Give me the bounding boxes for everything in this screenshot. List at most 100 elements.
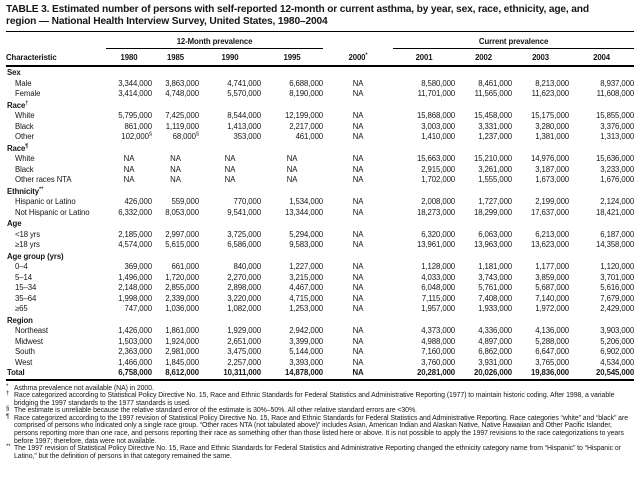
cell-value: 15,175,000 [531,111,570,120]
row-spacer [106,143,634,155]
cell-value: 3,393,000 [289,357,324,367]
row-label: <18 yrs [15,229,41,239]
row-label: Other [15,132,34,141]
year-header: 2004 [569,48,635,67]
footnote-text: Race categorized according to Statistica… [14,392,615,407]
cell-value: 770,000 [233,197,262,206]
cell-value: NA [123,175,135,184]
footnote-marker: § [195,131,199,138]
cell-value: 3,003,000 [421,121,456,131]
row-label: West [15,357,33,367]
row-label: ≥18 yrs [15,240,40,249]
footnote: ** The 1997 revision of Statistical Polic… [6,444,634,460]
cell-value: NA [352,89,364,98]
year-header: 1980 [106,48,152,67]
cell-value: 3,376,000 [600,121,635,131]
cell-value: 14,358,000 [596,240,635,249]
footnote: * Asthma prevalence not available (NA) in… [6,383,634,393]
cell-value: 1,381,000 [535,132,570,141]
row-label: 5–14 [15,272,32,282]
cell-value: 8,580,000 [421,78,456,88]
cell-value: 461,000 [295,132,324,141]
footnote-marker: ** [6,444,11,451]
cell-value: NA [352,197,364,206]
cell-value: 4,373,000 [421,326,456,335]
table-row: Total 6,758,000 8,612,000 10,311,000 14,878,… [6,368,634,380]
cell-value: 1,253,000 [289,304,324,313]
table-row: <18 yrs 2,185,000 2,997,000 3,725,000 5,294,… [6,230,634,241]
cell-value: 68,000§ [172,131,199,141]
cell-value: 1,128,000 [421,262,456,271]
footnote-text: Race categorized according to the 1997 r… [14,414,628,445]
cell-value: 1,845,000 [165,357,199,367]
year-header: 2001 [393,48,456,67]
cell-value: 7,115,000 [421,293,456,303]
cell-value: 7,425,000 [165,111,199,120]
cell-value: 3,859,000 [535,272,570,282]
table-title-line-2: region — National Health Interview Surve… [6,16,328,27]
table-row: Not Hispanic or Latino 6,332,000 8,053,000… [6,208,634,219]
characteristic-header: Characteristic [6,48,106,67]
footnote-marker: ** [39,185,44,192]
footnote-marker: § [6,406,10,413]
cell-value: NA [286,164,298,174]
table-row: White 5,795,000 7,425,000 8,544,000 12,199,0… [6,111,634,122]
cell-value: 6,902,000 [600,347,635,356]
cell-value: 11,565,000 [474,89,513,98]
cell-value: 4,574,000 [118,240,152,249]
row-label: Male [15,78,32,88]
cell-value: 8,937,000 [600,78,635,88]
cell-value: 861,000 [124,121,153,131]
table-row: West 1,466,000 1,845,000 2,257,000 3,393,000… [6,358,634,369]
cell-value: 2,199,000 [535,197,570,206]
asthma-prevalence-table: 12-Month prevalence Current prevalence C… [6,31,634,381]
cell-value: 3,215,000 [289,272,324,282]
cell-value: 17,637,000 [531,207,570,217]
cell-value: 10,311,000 [223,368,261,377]
cell-value: 3,903,000 [600,326,635,335]
cell-value: 2,855,000 [165,283,199,292]
table-row: White NA NA NA NA NA 15,663,000 15,210,000 14,97… [6,154,634,165]
cell-value: 6,758,000 [118,368,152,377]
table-row: South 2,363,000 2,981,000 3,475,000 5,144,00… [6,347,634,358]
footnote-text: The 1997 revision of Statistical Policy … [14,445,621,460]
cell-value: 11,608,000 [596,89,635,98]
cell-value: 6,213,000 [535,229,570,239]
cell-value: 1,555,000 [478,175,513,184]
cell-value: 6,063,000 [478,229,513,239]
footnote-marker: ¶ [25,142,29,149]
cell-value: 1,466,000 [118,357,152,367]
cell-value: 3,344,000 [118,78,152,88]
cell-value: 2,270,000 [227,272,261,282]
group-header-12month: 12-Month prevalence [106,31,324,49]
cell-value: 3,233,000 [600,164,635,174]
cell-value: 3,187,000 [535,164,570,174]
footnote-marker: * [6,383,9,390]
cell-value: 5,206,000 [600,336,635,346]
cell-value: 7,140,000 [535,293,570,303]
cell-value: 1,410,000 [421,132,456,141]
cell-value: 8,053,000 [165,207,199,217]
cell-value: NA [170,154,181,163]
cell-value: NA [286,175,298,184]
cell-value: 1,957,000 [421,304,456,313]
cell-value: NA [352,164,364,174]
cell-value: 2,942,000 [289,326,324,335]
year-header: 2003 [512,48,570,67]
cell-value: 1,998,000 [118,293,152,303]
cell-value: 4,897,000 [478,336,513,346]
cell-value: 4,467,000 [289,283,324,292]
cell-value: 15,855,000 [596,111,635,120]
cell-value: NA [352,240,364,249]
cell-value: 13,344,000 [285,207,324,217]
cell-value: 1,036,000 [165,304,199,313]
footnote: ¶ Race categorized according to the 1997 … [6,414,634,445]
row-label: Age [7,219,22,228]
cell-value: 1,727,000 [478,197,513,206]
year-header: 1990 [199,48,261,67]
cell-value: 2,981,000 [165,347,199,356]
cell-value: 1,120,000 [600,262,635,271]
row-label: White [15,154,35,163]
cell-value: 3,331,000 [478,121,513,131]
footnote-marker: † [6,391,10,398]
